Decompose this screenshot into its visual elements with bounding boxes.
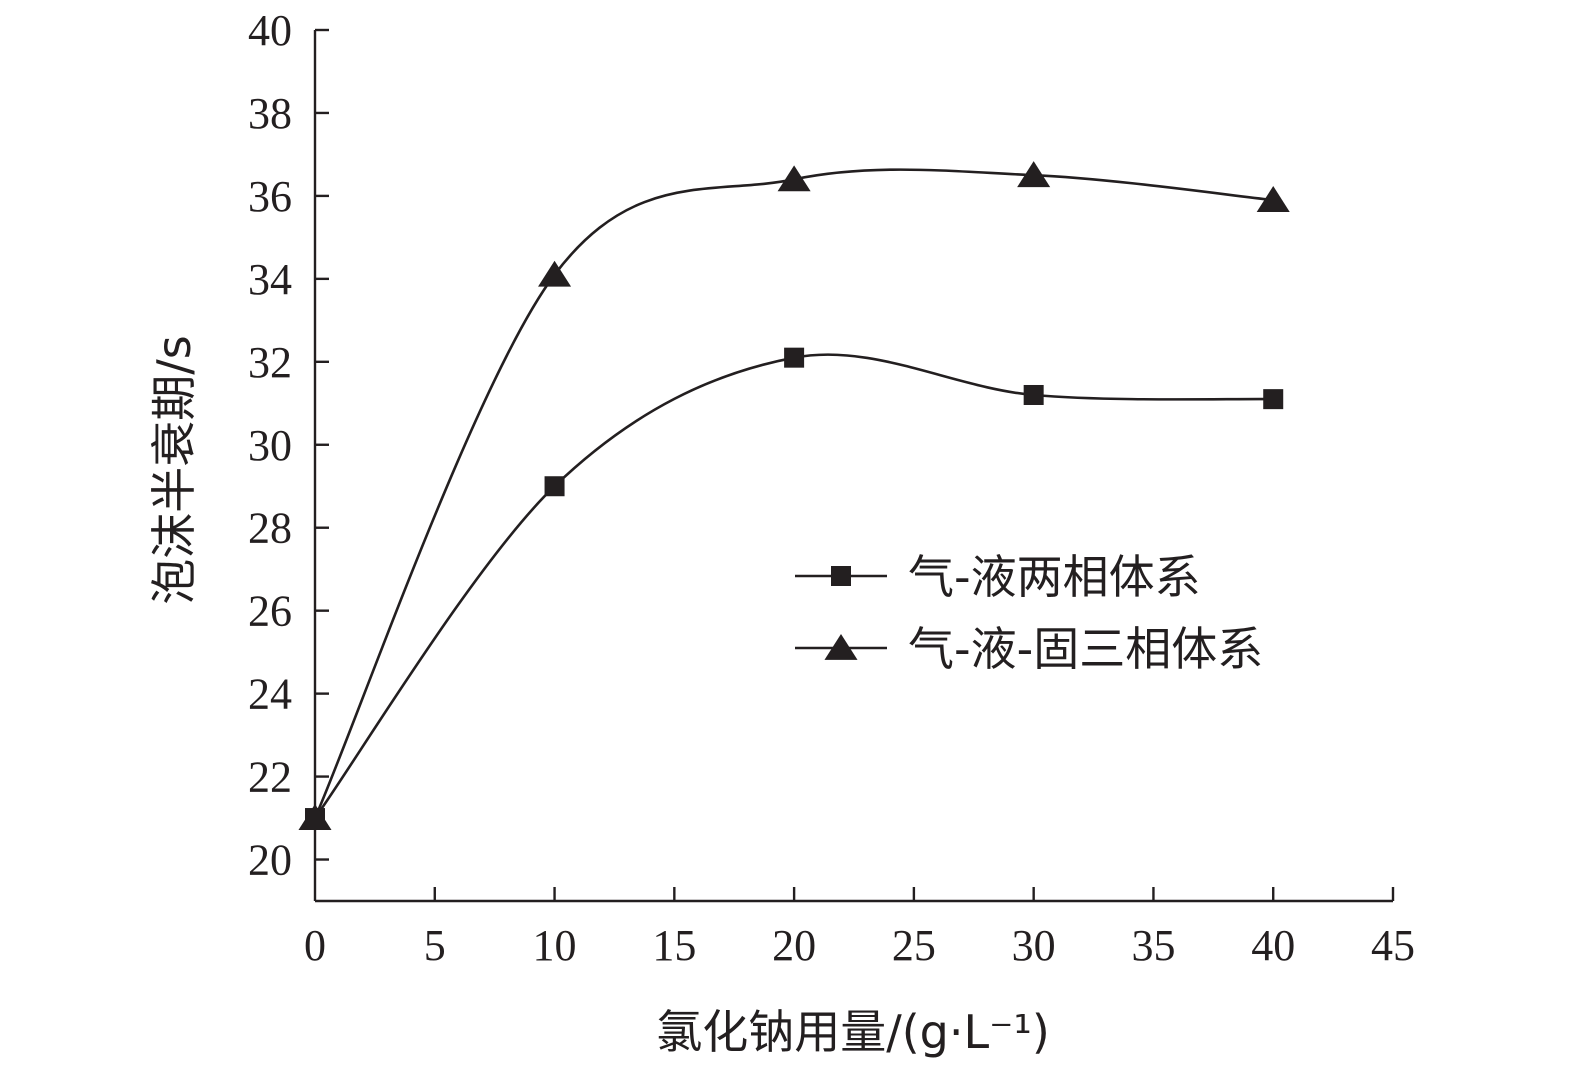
legend-label: 气-液两相体系 xyxy=(908,550,1201,604)
y-tick-label: 38 xyxy=(248,89,292,138)
series-2 xyxy=(298,161,1290,830)
data-point xyxy=(784,347,805,368)
legend-label: 气-液-固三相体系 xyxy=(908,622,1263,676)
x-tick-label: 0 xyxy=(304,921,326,970)
series-group xyxy=(298,161,1290,830)
x-axis-title: 氯化钠用量/(g·L⁻¹) xyxy=(656,1005,1050,1059)
axes: 20 22 24 26 28 30 32 34 36 38 40 0 5 10 15 20 25 30 35 40 45 xyxy=(248,6,1415,970)
x-tick-label: 25 xyxy=(892,921,936,970)
y-tick-label: 24 xyxy=(248,670,292,719)
y-tick-label: 20 xyxy=(248,836,292,885)
y-tick-label: 32 xyxy=(248,338,292,387)
y-axis-title: 泡沫半衰期/s xyxy=(147,335,201,604)
data-point xyxy=(1263,389,1284,410)
data-point xyxy=(1017,161,1051,188)
x-tick-label: 40 xyxy=(1251,921,1295,970)
y-tick-label: 36 xyxy=(248,172,292,221)
legend-marker xyxy=(831,566,851,586)
data-point xyxy=(544,476,565,497)
y-tick-label: 34 xyxy=(248,255,292,304)
legend-marker xyxy=(824,634,858,660)
series-line xyxy=(313,353,1274,819)
x-tick-label: 20 xyxy=(772,921,816,970)
x-tick-label: 30 xyxy=(1012,921,1056,970)
data-point xyxy=(298,804,332,830)
data-point xyxy=(1256,186,1290,212)
x-tick-label: 10 xyxy=(533,921,577,970)
x-tick-label: 5 xyxy=(424,921,446,970)
y-tick-label: 30 xyxy=(248,421,292,470)
y-tick-label: 28 xyxy=(248,504,292,553)
x-tick-label: 15 xyxy=(652,921,696,970)
legend-item: 气-液-固三相体系 xyxy=(795,622,1263,676)
x-tick-label: 45 xyxy=(1371,921,1415,970)
series-line xyxy=(313,168,1274,819)
legend-item: 气-液两相体系 xyxy=(795,550,1201,604)
data-point xyxy=(777,165,811,192)
y-tick-label: 22 xyxy=(248,753,292,802)
y-tick-label: 40 xyxy=(248,6,292,55)
data-point xyxy=(1023,384,1044,405)
data-point xyxy=(538,260,572,287)
x-tick-label: 35 xyxy=(1131,921,1175,970)
y-tick-label: 26 xyxy=(248,587,292,636)
